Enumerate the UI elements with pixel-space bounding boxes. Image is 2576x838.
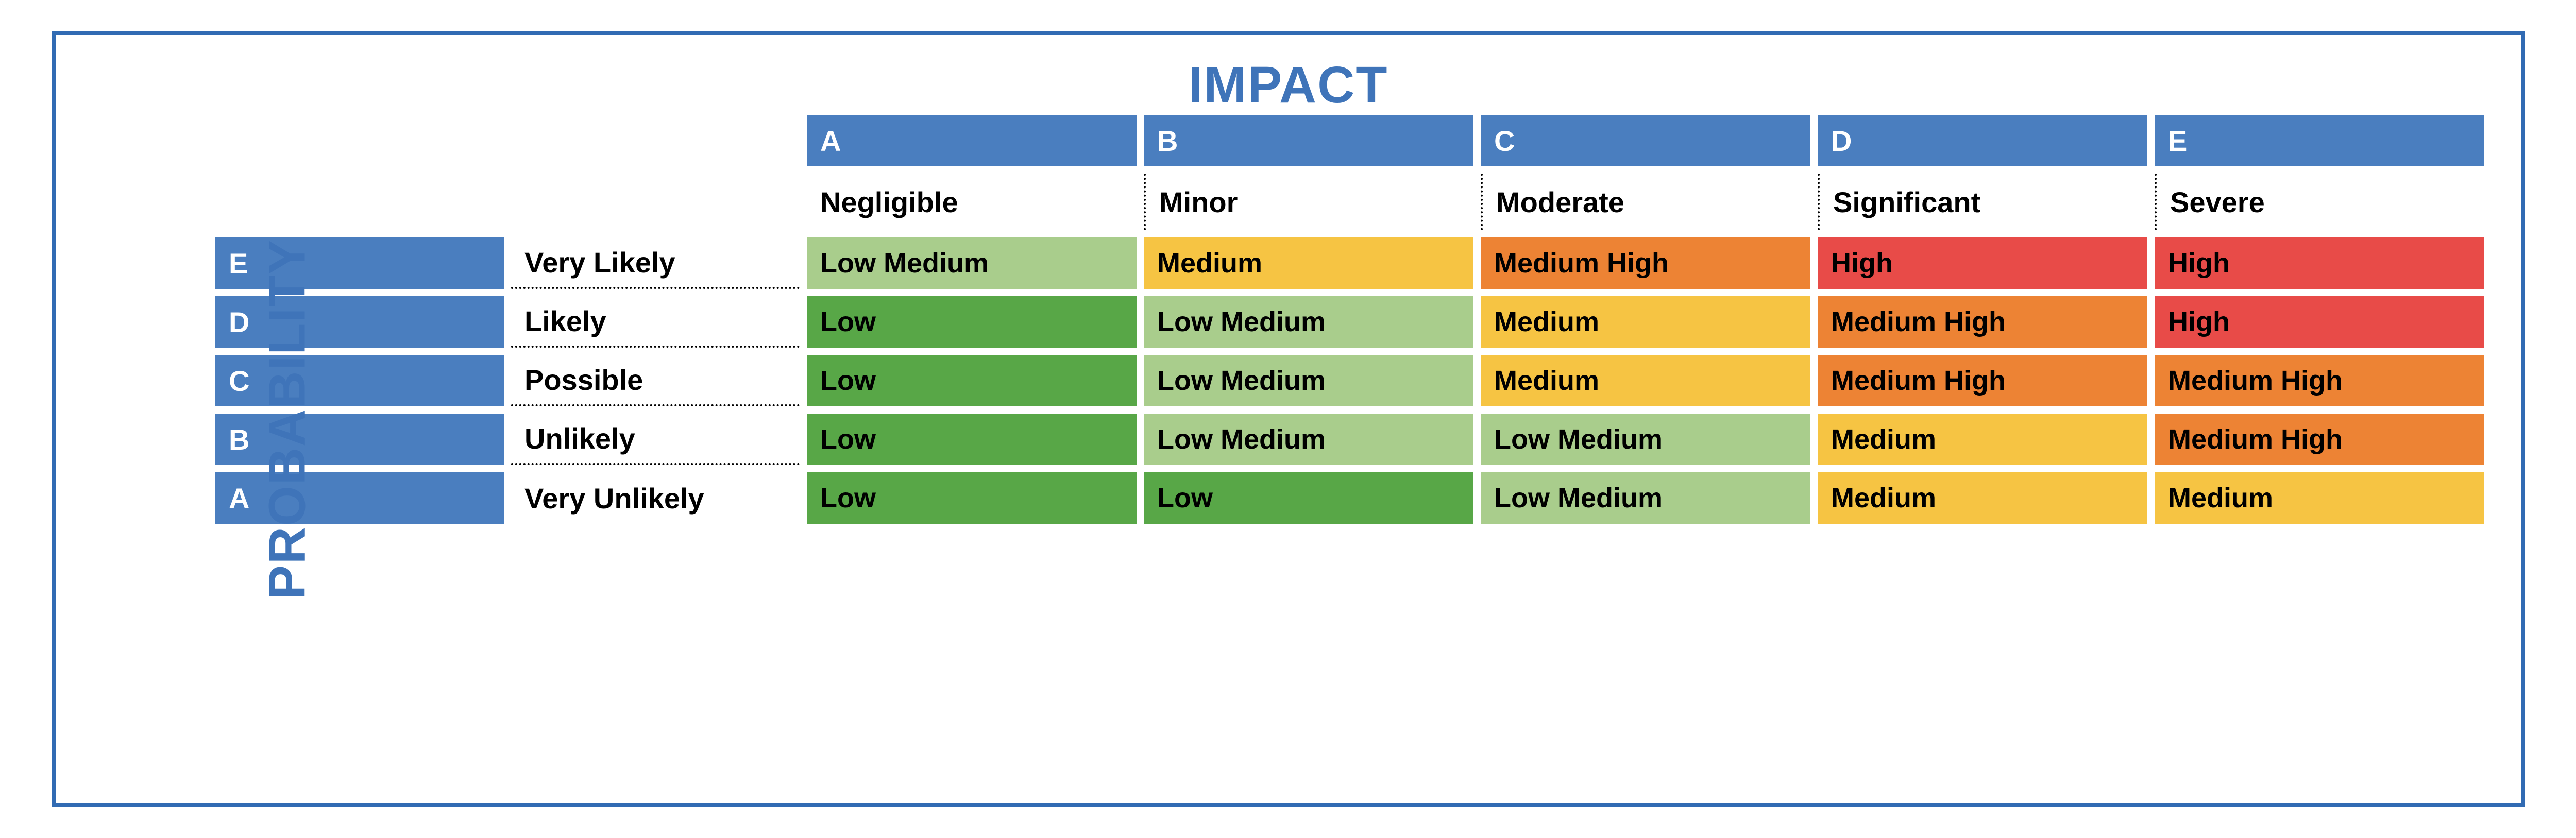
risk-cell-B-C: Low Medium <box>1481 414 1810 465</box>
blank <box>511 174 800 230</box>
probability-label-C: Possible <box>511 355 800 406</box>
risk-cell-B-A: Low <box>807 414 1137 465</box>
probability-label-B: Unlikely <box>511 414 800 465</box>
risk-cell-C-E: Medium High <box>2155 355 2484 406</box>
risk-cell-A-B: Low <box>1144 472 1473 524</box>
impact-header-C: C <box>1481 115 1810 166</box>
matrix-area: ABCDENegligibleMinorModerateSignificantS… <box>215 115 2480 524</box>
risk-matrix-grid: ABCDENegligibleMinorModerateSignificantS… <box>215 115 2480 524</box>
impact-label-D: Significant <box>1818 174 2147 230</box>
risk-cell-C-A: Low <box>807 355 1137 406</box>
risk-cell-D-A: Low <box>807 296 1137 348</box>
blank <box>215 174 504 230</box>
risk-cell-A-A: Low <box>807 472 1137 524</box>
probability-axis-title: PROBABILITY <box>258 239 317 600</box>
impact-header-A: A <box>807 115 1137 166</box>
impact-label-C: Moderate <box>1481 174 1810 230</box>
risk-cell-B-B: Low Medium <box>1144 414 1473 465</box>
risk-cell-D-E: High <box>2155 296 2484 348</box>
impact-label-A: Negligible <box>807 174 1137 230</box>
impact-header-D: D <box>1818 115 2147 166</box>
probability-label-D: Likely <box>511 296 800 348</box>
risk-cell-A-D: Medium <box>1818 472 2147 524</box>
risk-cell-E-B: Medium <box>1144 237 1473 289</box>
probability-label-E: Very Likely <box>511 237 800 289</box>
matrix-frame: IMPACT PROBABILITY ABCDENegligibleMinorM… <box>52 31 2525 807</box>
risk-cell-D-C: Medium <box>1481 296 1810 348</box>
impact-header-E: E <box>2155 115 2484 166</box>
impact-label-E: Severe <box>2155 174 2484 230</box>
risk-cell-E-D: High <box>1818 237 2147 289</box>
impact-axis-title: IMPACT <box>97 56 2480 115</box>
risk-cell-D-B: Low Medium <box>1144 296 1473 348</box>
blank <box>511 115 800 166</box>
risk-cell-A-E: Medium <box>2155 472 2484 524</box>
risk-cell-C-C: Medium <box>1481 355 1810 406</box>
risk-cell-D-D: Medium High <box>1818 296 2147 348</box>
impact-label-B: Minor <box>1144 174 1473 230</box>
page: IMPACT PROBABILITY ABCDENegligibleMinorM… <box>0 0 2576 838</box>
risk-cell-C-B: Low Medium <box>1144 355 1473 406</box>
risk-cell-B-D: Medium <box>1818 414 2147 465</box>
risk-cell-A-C: Low Medium <box>1481 472 1810 524</box>
risk-cell-E-E: High <box>2155 237 2484 289</box>
probability-label-A: Very Unlikely <box>511 472 800 524</box>
risk-cell-E-A: Low Medium <box>807 237 1137 289</box>
risk-cell-E-C: Medium High <box>1481 237 1810 289</box>
risk-cell-B-E: Medium High <box>2155 414 2484 465</box>
blank <box>215 115 504 166</box>
risk-cell-C-D: Medium High <box>1818 355 2147 406</box>
impact-header-B: B <box>1144 115 1473 166</box>
